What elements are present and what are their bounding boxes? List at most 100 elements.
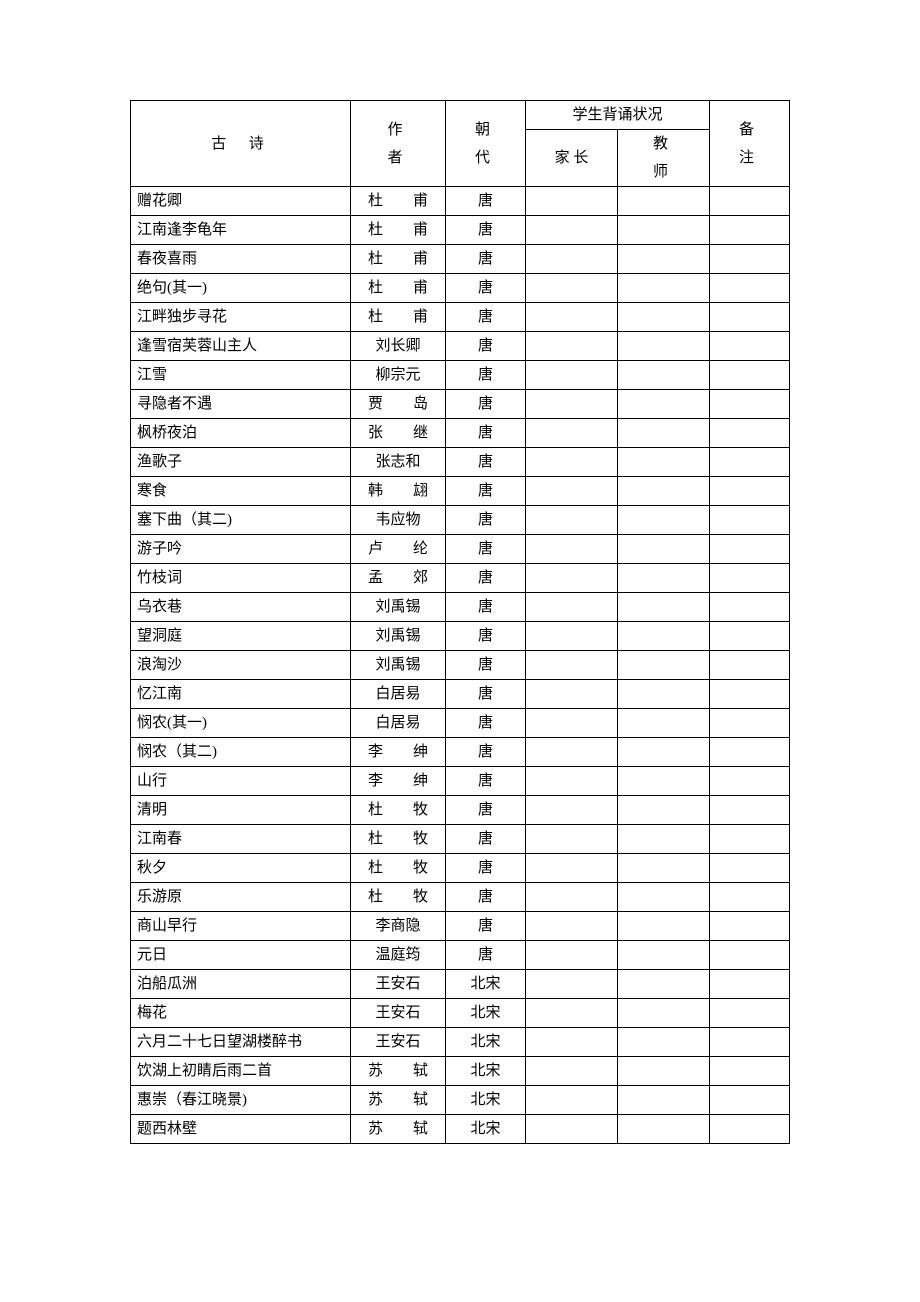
cell-poem: 塞下曲（其二) xyxy=(131,506,351,535)
table-row: 乌衣巷刘禹锡唐 xyxy=(131,593,790,622)
cell-parent xyxy=(526,245,618,274)
cell-parent xyxy=(526,535,618,564)
cell-poem: 望洞庭 xyxy=(131,622,351,651)
cell-parent xyxy=(526,1115,618,1144)
cell-poem: 忆江南 xyxy=(131,680,351,709)
cell-poem: 绝句(其一) xyxy=(131,274,351,303)
cell-parent xyxy=(526,448,618,477)
cell-dynasty: 唐 xyxy=(446,680,526,709)
cell-parent xyxy=(526,216,618,245)
cell-teacher xyxy=(618,303,710,332)
table-row: 望洞庭刘禹锡唐 xyxy=(131,622,790,651)
cell-author: 孟 郊 xyxy=(351,564,446,593)
table-row: 泊船瓜洲王安石北宋 xyxy=(131,970,790,999)
cell-dynasty: 唐 xyxy=(446,187,526,216)
cell-poem: 泊船瓜洲 xyxy=(131,970,351,999)
cell-teacher xyxy=(618,912,710,941)
cell-parent xyxy=(526,622,618,651)
cell-dynasty: 北宋 xyxy=(446,1086,526,1115)
cell-parent xyxy=(526,187,618,216)
cell-teacher xyxy=(618,187,710,216)
cell-teacher xyxy=(618,477,710,506)
table-row: 塞下曲（其二)韦应物唐 xyxy=(131,506,790,535)
table-row: 春夜喜雨杜 甫唐 xyxy=(131,245,790,274)
cell-poem: 春夜喜雨 xyxy=(131,245,351,274)
cell-author: 李 绅 xyxy=(351,767,446,796)
cell-dynasty: 唐 xyxy=(446,419,526,448)
cell-dynasty: 唐 xyxy=(446,941,526,970)
cell-poem: 游子吟 xyxy=(131,535,351,564)
cell-parent xyxy=(526,796,618,825)
cell-teacher xyxy=(618,245,710,274)
cell-parent xyxy=(526,361,618,390)
cell-author: 刘禹锡 xyxy=(351,651,446,680)
table-row: 游子吟卢 纶唐 xyxy=(131,535,790,564)
cell-note xyxy=(710,274,790,303)
cell-teacher xyxy=(618,274,710,303)
cell-dynasty: 唐 xyxy=(446,216,526,245)
cell-teacher xyxy=(618,361,710,390)
cell-teacher xyxy=(618,419,710,448)
cell-teacher xyxy=(618,1028,710,1057)
cell-parent xyxy=(526,1057,618,1086)
cell-dynasty: 唐 xyxy=(446,535,526,564)
cell-note xyxy=(710,303,790,332)
cell-note xyxy=(710,1115,790,1144)
cell-author: 白居易 xyxy=(351,709,446,738)
cell-author: 王安石 xyxy=(351,999,446,1028)
cell-note xyxy=(710,593,790,622)
cell-poem: 秋夕 xyxy=(131,854,351,883)
cell-teacher xyxy=(618,1115,710,1144)
cell-poem: 江畔独步寻花 xyxy=(131,303,351,332)
cell-poem: 渔歌子 xyxy=(131,448,351,477)
cell-author: 温庭筠 xyxy=(351,941,446,970)
cell-dynasty: 北宋 xyxy=(446,1028,526,1057)
cell-parent xyxy=(526,767,618,796)
cell-note xyxy=(710,390,790,419)
cell-poem: 饮湖上初睛后雨二首 xyxy=(131,1057,351,1086)
cell-author: 张 继 xyxy=(351,419,446,448)
cell-note xyxy=(710,361,790,390)
table-row: 秋夕杜 牧唐 xyxy=(131,854,790,883)
table-row: 商山早行李商隐唐 xyxy=(131,912,790,941)
cell-dynasty: 唐 xyxy=(446,564,526,593)
cell-author: 柳宗元 xyxy=(351,361,446,390)
cell-parent xyxy=(526,709,618,738)
cell-poem: 寒食 xyxy=(131,477,351,506)
table-row: 寒食韩 翃唐 xyxy=(131,477,790,506)
cell-poem: 清明 xyxy=(131,796,351,825)
cell-poem: 寻隐者不遇 xyxy=(131,390,351,419)
cell-note xyxy=(710,680,790,709)
cell-poem: 山行 xyxy=(131,767,351,796)
cell-teacher xyxy=(618,448,710,477)
cell-teacher xyxy=(618,709,710,738)
cell-dynasty: 北宋 xyxy=(446,999,526,1028)
cell-author: 韦应物 xyxy=(351,506,446,535)
table-body: 赠花卿杜 甫唐江南逢李龟年杜 甫唐春夜喜雨杜 甫唐绝句(其一)杜 甫唐江畔独步寻… xyxy=(131,187,790,1144)
cell-parent xyxy=(526,1086,618,1115)
table-row: 悯农(其一)白居易唐 xyxy=(131,709,790,738)
cell-poem: 江南逢李龟年 xyxy=(131,216,351,245)
cell-author: 杜 甫 xyxy=(351,303,446,332)
cell-teacher xyxy=(618,390,710,419)
header-recitation: 学生背诵状况 xyxy=(526,101,710,130)
cell-poem: 元日 xyxy=(131,941,351,970)
cell-parent xyxy=(526,854,618,883)
cell-teacher xyxy=(618,332,710,361)
cell-teacher xyxy=(618,535,710,564)
cell-parent xyxy=(526,912,618,941)
cell-author: 刘禹锡 xyxy=(351,622,446,651)
cell-author: 杜 牧 xyxy=(351,796,446,825)
cell-parent xyxy=(526,390,618,419)
cell-parent xyxy=(526,274,618,303)
cell-parent xyxy=(526,738,618,767)
cell-note xyxy=(710,216,790,245)
cell-author: 王安石 xyxy=(351,970,446,999)
cell-note xyxy=(710,1086,790,1115)
cell-note xyxy=(710,187,790,216)
cell-parent xyxy=(526,332,618,361)
cell-note xyxy=(710,854,790,883)
cell-author: 韩 翃 xyxy=(351,477,446,506)
cell-parent xyxy=(526,506,618,535)
cell-note xyxy=(710,622,790,651)
